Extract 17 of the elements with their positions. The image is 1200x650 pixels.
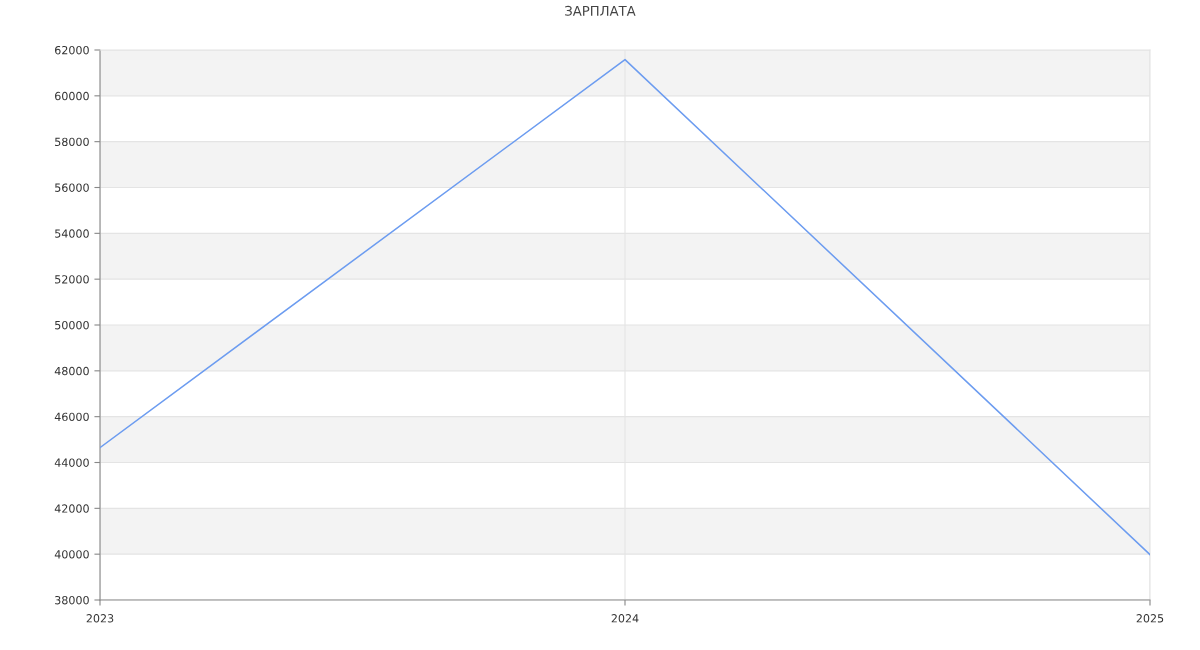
y-tick-label: 46000 <box>54 412 89 422</box>
y-tick-label: 60000 <box>55 91 89 101</box>
y-tick-label: 50000 <box>55 320 89 330</box>
x-tick-label: 2025 <box>1136 614 1164 623</box>
x-tick-label: 2024 <box>611 614 639 623</box>
y-tick-label: 48000 <box>54 366 89 376</box>
y-tick-label: 56000 <box>55 183 89 192</box>
y-tick-label: 52000 <box>55 275 89 284</box>
y-tick-label: 44000 <box>54 458 89 467</box>
y-tick-label: 38000 <box>55 595 89 605</box>
y-tick-label: 40000 <box>54 550 89 559</box>
chart-title: ЗАРПЛАТА <box>565 5 636 16</box>
y-tick-label: 58000 <box>55 137 89 147</box>
y-tick-label: 62000 <box>55 45 89 55</box>
y-tick-label: 42000 <box>54 504 89 513</box>
y-tick-label: 54000 <box>55 229 89 238</box>
x-tick-label: 2023 <box>86 614 114 623</box>
